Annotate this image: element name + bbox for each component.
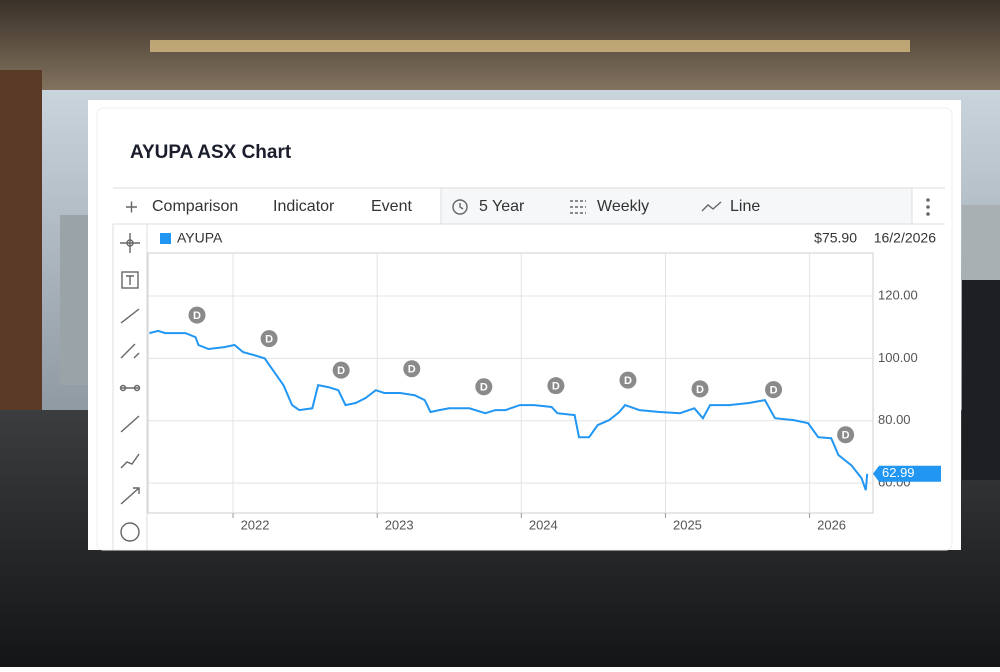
dividend-marker: [188, 306, 206, 324]
dividend-marker: [619, 371, 637, 389]
dividend-label: D: [337, 365, 345, 377]
last-value-tag: [873, 465, 941, 482]
dividend-label: D: [770, 385, 778, 397]
dividend-label: D: [265, 334, 273, 346]
dividend-marker: [765, 381, 783, 399]
style-button[interactable]: Line: [730, 198, 760, 215]
interval-button[interactable]: Weekly: [597, 198, 649, 215]
dividend-label: D: [193, 310, 201, 322]
x-tick-label: 2023: [385, 517, 414, 532]
title: AYUPA ASX Chart: [130, 142, 292, 163]
menu-button[interactable]: [926, 198, 930, 216]
dividend-label: D: [552, 381, 560, 393]
dividend-marker: [837, 426, 855, 444]
toolbar-bg: [441, 188, 912, 224]
x-tick-label: 2025: [673, 517, 702, 532]
dividend-label: D: [842, 430, 850, 442]
dividend-label: D: [480, 382, 488, 394]
x-tick-label: 2026: [817, 517, 846, 532]
plot-frame: [147, 252, 874, 514]
y-tick-label: 100.00: [878, 350, 918, 365]
quote-price: $75.90: [814, 230, 857, 246]
drawing-tools: [112, 224, 148, 550]
toolbar: Comparison Indicator Event 5 Year Weekly…: [113, 187, 945, 225]
dividend-marker: [260, 330, 278, 348]
indicator-button[interactable]: Indicator: [273, 198, 335, 215]
dividend-marker: [332, 361, 350, 379]
dividend-marker: [475, 378, 493, 396]
price-line: [149, 329, 869, 491]
y-tick-label: 120.00: [878, 287, 918, 302]
range-button[interactable]: 5 Year: [479, 198, 525, 215]
legend-swatch: [160, 233, 171, 244]
x-tick-label: 2022: [241, 517, 270, 532]
x-tick-label: 2024: [529, 517, 558, 532]
comparison-button[interactable]: Comparison: [152, 198, 238, 215]
legend-label: AYUPA: [177, 230, 223, 246]
event-button[interactable]: Event: [371, 198, 412, 215]
y-tick-label: 80.00: [878, 412, 911, 427]
dividend-label: D: [408, 364, 416, 376]
quote-date: 16/2/2026: [874, 230, 936, 246]
dividend-marker: [547, 377, 565, 395]
dividend-marker: [403, 360, 421, 378]
dividend-label: D: [624, 375, 632, 387]
dividend-label: D: [696, 384, 704, 396]
panel: [96, 107, 953, 551]
dividend-marker: [691, 380, 709, 398]
last-value-label: 62.99: [882, 465, 915, 480]
